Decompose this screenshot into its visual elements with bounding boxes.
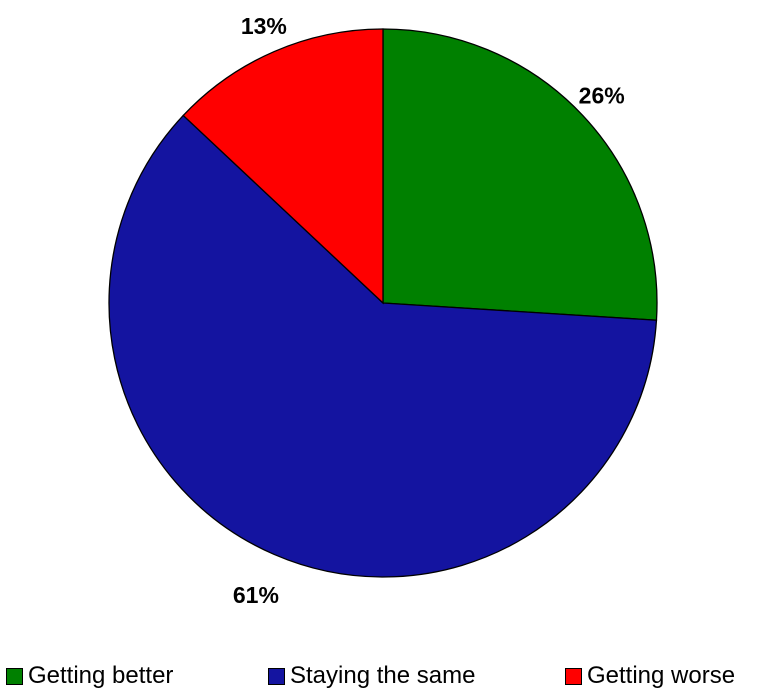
legend-label-staying-the-same: Staying the same [290, 662, 476, 689]
data-label-getting-worse: 13% [241, 13, 287, 39]
data-label-getting-better: 26% [579, 83, 625, 109]
legend-swatch-getting-better [6, 667, 23, 685]
pie-slice-staying-the-same [108, 114, 658, 578]
data-label-staying-the-same: 61% [233, 582, 279, 608]
legend-label-getting-better: Getting better [28, 662, 174, 689]
legend: Getting better Staying the same Getting … [0, 658, 771, 694]
legend-label-getting-worse: Getting worse [587, 662, 736, 689]
legend-item-staying-the-same: Staying the same [268, 658, 475, 694]
pie-data-labels: 26% 61% 13% [233, 13, 625, 608]
legend-item-getting-better: Getting better [6, 658, 173, 694]
legend-swatch-getting-worse [565, 667, 582, 685]
legend-item-getting-worse: Getting worse [565, 658, 735, 694]
pie-slice-getting-worse [182, 28, 384, 305]
pie-slices [108, 28, 658, 578]
pie-slice-getting-better [382, 28, 658, 321]
legend-swatch-staying-the-same [268, 667, 285, 685]
